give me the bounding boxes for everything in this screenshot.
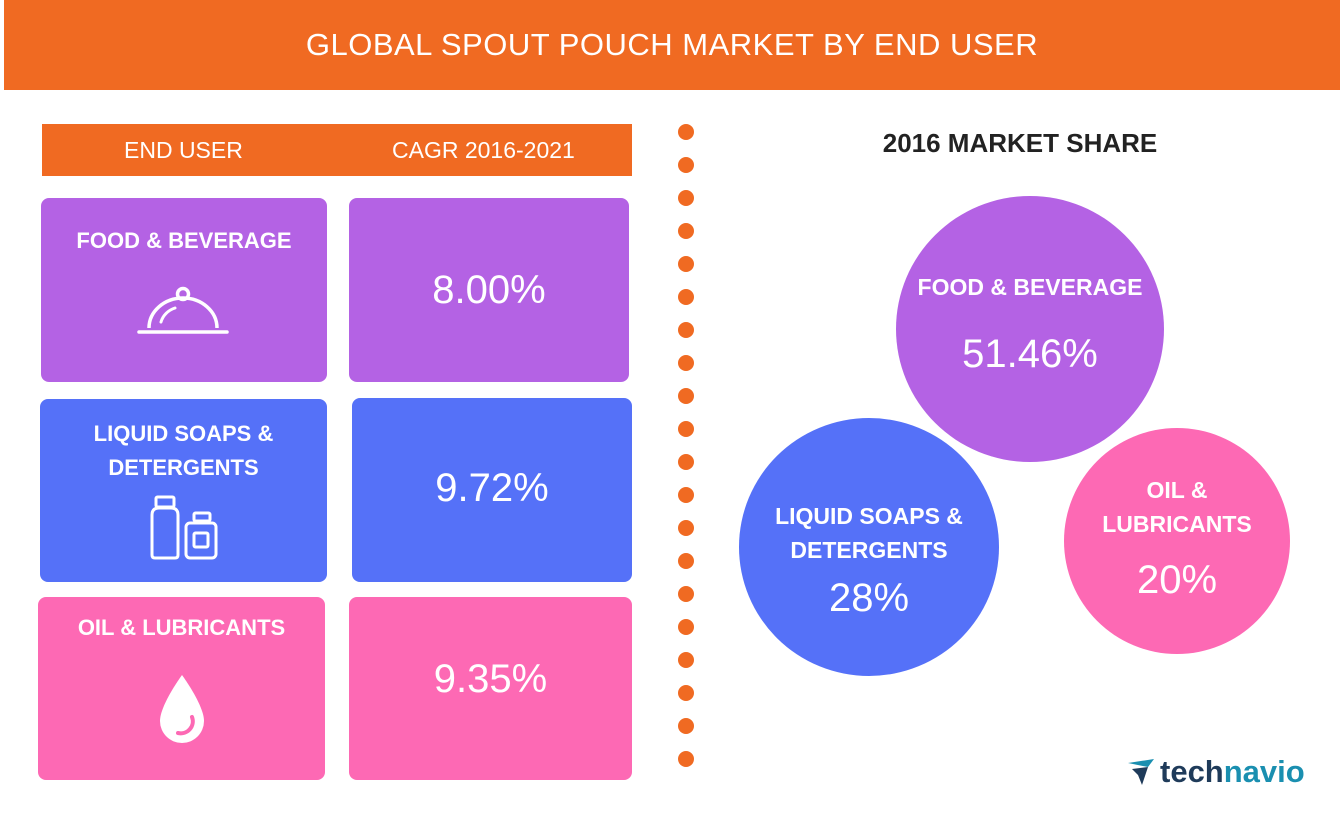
logo-text-navio: navio (1223, 754, 1305, 789)
divider-dot (678, 685, 694, 701)
food-beverage-cagr-value: 8.00% (432, 268, 546, 312)
food-beverage-bubble-label: FOOD & BEVERAGE (917, 274, 1143, 300)
divider-dot (678, 586, 694, 602)
divider-dot (678, 520, 694, 536)
oil-lubricants-cagr-card: 9.35% (349, 597, 632, 780)
liquid-soaps-cagr-card: 9.72% (352, 398, 632, 582)
food-beverage-label-card: FOOD & BEVERAGE (41, 198, 327, 382)
oil-lubricants-bubble-label-line2: LUBRICANTS (1102, 511, 1252, 537)
divider-dot (678, 256, 694, 272)
divider-dot (678, 322, 694, 338)
food-beverage-share-value: 51.46% (962, 332, 1098, 376)
divider-dot (678, 157, 694, 173)
cloche-icon (137, 286, 229, 334)
divider-dot (678, 190, 694, 206)
divider-dot (678, 355, 694, 371)
technavio-logo: tech navio (1126, 752, 1305, 792)
end-user-column-header: END USER (124, 137, 243, 163)
divider-dot (678, 124, 694, 140)
divider-dot (678, 388, 694, 404)
food-beverage-bubble: FOOD & BEVERAGE 51.46% (896, 196, 1164, 462)
oil-lubricants-label-card: OIL & LUBRICANTS (38, 597, 325, 780)
liquid-soaps-bubble: LIQUID SOAPS & DETERGENTS 28% (739, 418, 999, 676)
divider-dot (678, 421, 694, 437)
logo-text-tech: tech (1160, 754, 1224, 789)
oil-lubricants-cagr-value: 9.35% (433, 657, 548, 701)
dotted-divider (676, 124, 696, 784)
liquid-soaps-label-line1: LIQUID SOAPS & (93, 421, 274, 446)
liquid-soaps-label-card: LIQUID SOAPS & DETERGENTS (40, 399, 327, 582)
divider-dot (678, 289, 694, 305)
market-share-title: 2016 MARKET SHARE (882, 128, 1158, 158)
divider-dot (678, 487, 694, 503)
liquid-soaps-cagr-value: 9.72% (435, 466, 549, 510)
cagr-column-header: CAGR 2016-2021 (392, 137, 575, 163)
page-title-banner: GLOBAL SPOUT POUCH MARKET BY END USER (4, 0, 1340, 90)
divider-dot (678, 652, 694, 668)
oil-lubricants-share-value: 20% (1136, 558, 1218, 602)
bottles-icon (150, 495, 218, 560)
divider-dot (678, 454, 694, 470)
drop-icon (160, 675, 204, 743)
liquid-soaps-share-value: 28% (828, 576, 910, 620)
table-header: END USER CAGR 2016-2021 (42, 124, 632, 176)
liquid-soaps-bubble-label-line1: LIQUID SOAPS & (775, 503, 963, 529)
divider-dot (678, 619, 694, 635)
oil-lubricants-label: OIL & LUBRICANTS (77, 615, 286, 640)
oil-lubricants-bubble-label-line1: OIL & (1146, 477, 1208, 503)
divider-dot (678, 751, 694, 767)
liquid-soaps-bubble-label-line2: DETERGENTS (790, 537, 948, 563)
oil-lubricants-bubble: OIL & LUBRICANTS 20% (1064, 428, 1290, 654)
divider-dot (678, 718, 694, 734)
divider-dot (678, 223, 694, 239)
divider-dot (678, 553, 694, 569)
liquid-soaps-label-line2: DETERGENTS (108, 455, 259, 480)
technavio-mark-icon (1128, 759, 1154, 785)
food-beverage-cagr-card: 8.00% (349, 198, 629, 382)
food-beverage-label: FOOD & BEVERAGE (76, 228, 292, 253)
page-title: GLOBAL SPOUT POUCH MARKET BY END USER (305, 27, 1039, 62)
